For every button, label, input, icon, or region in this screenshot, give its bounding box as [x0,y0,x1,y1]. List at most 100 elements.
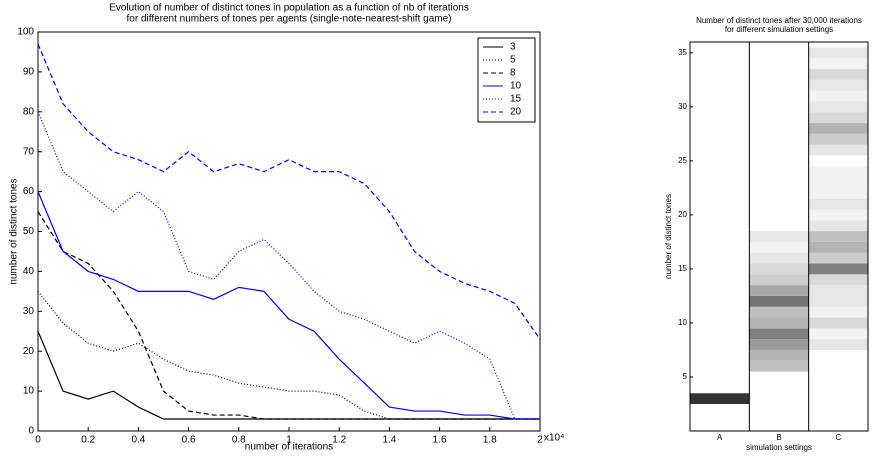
x-tick-label: 0.8 [232,435,246,446]
heat-cell [690,187,750,199]
heat-cell [749,144,809,156]
x-tick-label: 0.6 [182,435,196,446]
heat-cell [808,241,868,253]
legend-label: 5 [510,55,516,66]
heat-cell [690,414,750,426]
y-tick-label: 60 [23,186,35,197]
series-line [37,43,541,340]
heat-cell [690,371,750,383]
heat-cell [749,274,809,286]
y-tick-label: 15 [678,264,687,273]
heat-cell [808,209,868,221]
heat-cell [749,339,809,350]
heat-cell [690,79,750,91]
heat-cell [690,360,750,372]
legend-label: 15 [510,94,522,105]
heat-cell [808,47,868,59]
heat-cell [749,306,809,318]
heat-cell [808,306,868,318]
heat-cell [808,393,868,404]
chart-title: for different simulation settings [725,25,833,34]
heat-cell [690,69,750,80]
series-line [37,290,540,420]
y-tick-label: 20 [23,346,35,357]
heat-cell [808,79,868,91]
heat-cell [749,360,809,372]
heat-cell [808,274,868,286]
x-tick-label: 0.4 [131,435,145,446]
heat-cell [749,295,809,307]
chart-title: Number of distinct tones after 30,000 it… [696,16,862,25]
heat-cell [690,285,750,296]
heat-cell [808,360,868,372]
heat-cell [749,58,809,70]
heat-cell [690,328,750,340]
legend-label: 8 [510,68,516,79]
heat-cell [749,166,809,178]
heat-cell [749,79,809,91]
legend-label: 20 [510,107,522,118]
heat-cell [749,112,809,124]
heat-cell [690,349,750,361]
heat-cell [808,144,868,156]
heat-cell [690,47,750,59]
heat-cell [690,144,750,156]
heat-cell [808,295,868,307]
heat-cell [749,220,809,232]
heat-cell [749,393,809,404]
heat-cell [808,403,868,415]
y-tick-label: 20 [678,210,687,219]
x-tick-label: 1 [286,435,292,446]
heat-cell [749,285,809,296]
heat-cell [690,58,750,70]
heat-cell [808,198,868,210]
heat-cell [808,123,868,134]
x-axis-label: simulation settings [746,443,812,452]
y-tick-label: 25 [678,156,687,165]
series-line [37,331,540,420]
heat-cell [690,231,750,242]
heat-cell [690,274,750,286]
heat-cell [808,339,868,350]
x-axis-label: number of iterations [245,442,333,453]
heat-cell [749,328,809,340]
heat-cell [749,90,809,102]
heat-cell [749,101,809,113]
legend-label: 10 [510,81,522,92]
heat-cell [808,112,868,124]
heat-cell [749,371,809,383]
y-tick-label: 0 [28,426,34,437]
heat-cell [808,177,868,188]
heat-cell [749,252,809,264]
heat-cell [749,241,809,253]
heat-cell [749,382,809,394]
y-tick-label: 30 [23,306,35,317]
y-tick-label: 35 [678,48,687,57]
heat-cell [808,317,868,329]
heat-cell [808,69,868,80]
heat-cell [690,382,750,394]
legend-label: 3 [510,42,516,53]
x-tick-label: 0 [35,435,41,446]
series-line [37,111,540,420]
x-tick-label: 2 [537,435,543,446]
y-axis-label: number of distinct tones [664,194,673,279]
y-tick-label: 40 [23,266,35,277]
heat-cell [808,166,868,178]
heat-cell [690,101,750,113]
heat-cell [690,133,750,145]
y-tick-label: 80 [23,106,35,117]
heat-cell [690,317,750,329]
y-tick-label: 100 [17,27,34,38]
heat-cell [690,263,750,275]
heat-cell [749,209,809,221]
heat-cell [749,263,809,275]
x-tick-label: 1.4 [382,435,396,446]
x-tick-label: 1.8 [483,435,497,446]
heat-cell [749,123,809,134]
series-line [37,191,540,420]
heat-cell [808,220,868,232]
heat-cell [690,252,750,264]
y-tick-label: 5 [683,372,688,381]
